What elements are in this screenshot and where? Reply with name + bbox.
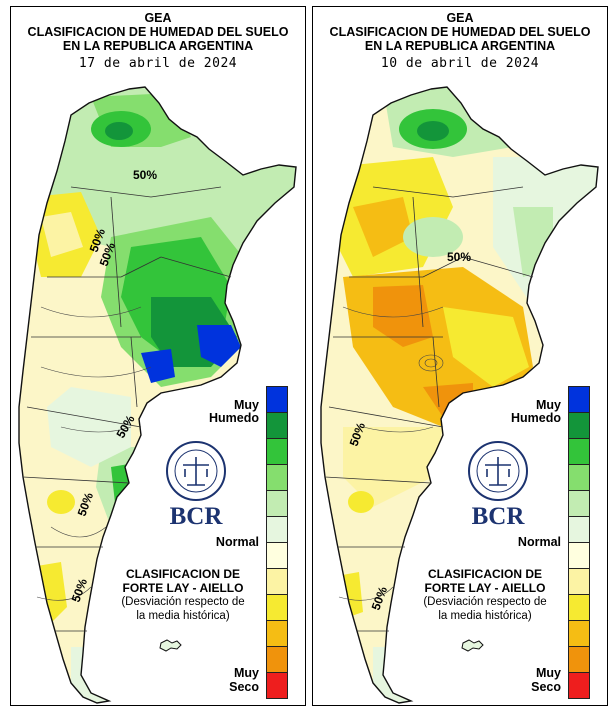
bcr-logo-text: BCR bbox=[471, 503, 525, 530]
classification-title: CLASIFICACION DE bbox=[428, 567, 542, 581]
header-date: 17 de abril de 2024 bbox=[78, 56, 238, 71]
legend-swatch bbox=[266, 672, 288, 699]
legend-swatch bbox=[266, 568, 288, 595]
legend-label-humedo: Humedo bbox=[511, 411, 561, 425]
classification-note: la media histórica) bbox=[136, 610, 230, 622]
bcr-seal-logo bbox=[161, 439, 231, 508]
argentina-soil-moisture-map: 50% 50% 50% 50% 50% 50% bbox=[18, 86, 297, 704]
legend-label-normal: Normal bbox=[215, 535, 259, 549]
legend-swatch bbox=[266, 646, 288, 673]
legend-swatch bbox=[568, 542, 590, 569]
map-panel-17-april: GEA CLASIFICACION DE HUMEDAD DEL SUELO E… bbox=[10, 6, 306, 706]
legend-swatch bbox=[266, 464, 288, 491]
legend-label-seco: Seco bbox=[531, 680, 561, 694]
classification-note: la media histórica) bbox=[438, 610, 532, 622]
map-label: 50% bbox=[447, 250, 471, 264]
legend-swatch bbox=[568, 412, 590, 439]
bcr-logo-text: BCR bbox=[169, 503, 223, 530]
classification-method: FORTE LAY - AIELLO bbox=[122, 581, 244, 595]
legend-swatch bbox=[568, 464, 590, 491]
legend-swatch bbox=[266, 516, 288, 543]
legend-swatch bbox=[568, 568, 590, 595]
legend-swatch bbox=[266, 386, 288, 413]
legend-label-humedo: Humedo bbox=[209, 411, 259, 425]
legend-swatch bbox=[266, 620, 288, 647]
legend-swatch bbox=[568, 620, 590, 647]
legend-label-muy-seco-1: Muy bbox=[536, 666, 561, 680]
legend-label-muy: Muy bbox=[536, 398, 561, 412]
legend-label-muy: Muy bbox=[234, 398, 259, 412]
header-gea: GEA bbox=[446, 11, 474, 25]
legend-swatch bbox=[568, 490, 590, 517]
legend-swatch bbox=[568, 646, 590, 673]
classification-method: FORTE LAY - AIELLO bbox=[424, 581, 546, 595]
legend-swatch bbox=[266, 412, 288, 439]
legend-color-bar bbox=[266, 386, 288, 699]
legend-label-normal: Normal bbox=[517, 535, 561, 549]
header-gea: GEA bbox=[144, 11, 172, 25]
legend-swatch bbox=[568, 672, 590, 699]
legend-swatch bbox=[568, 594, 590, 621]
classification-note: (Desviación respecto de bbox=[423, 596, 547, 608]
legend-swatch bbox=[568, 386, 590, 413]
header-subtitle: EN LA REPUBLICA ARGENTINA bbox=[62, 39, 254, 53]
legend-label-seco: Seco bbox=[229, 680, 259, 694]
map-label: 50% bbox=[133, 168, 157, 182]
header-subtitle: EN LA REPUBLICA ARGENTINA bbox=[364, 39, 556, 53]
header-title: CLASIFICACION DE HUMEDAD DEL SUELO bbox=[329, 25, 591, 39]
legend-swatch bbox=[568, 438, 590, 465]
legend-swatch bbox=[266, 542, 288, 569]
map-panel-10-april: GEA CLASIFICACION DE HUMEDAD DEL SUELO E… bbox=[312, 6, 608, 706]
legend-swatch bbox=[266, 490, 288, 517]
classification-note: (Desviación respecto de bbox=[121, 596, 245, 608]
header-title: CLASIFICACION DE HUMEDAD DEL SUELO bbox=[27, 25, 289, 39]
argentina-soil-moisture-map: 50% 50% 50% bbox=[320, 86, 599, 704]
header-date: 10 de abril de 2024 bbox=[380, 56, 540, 71]
legend-swatch bbox=[266, 594, 288, 621]
bcr-seal-logo bbox=[463, 439, 533, 508]
classification-title: CLASIFICACION DE bbox=[126, 567, 240, 581]
legend-swatch bbox=[568, 516, 590, 543]
legend-label-muy-seco-1: Muy bbox=[234, 666, 259, 680]
legend-swatch bbox=[266, 438, 288, 465]
legend-color-bar bbox=[568, 386, 590, 699]
